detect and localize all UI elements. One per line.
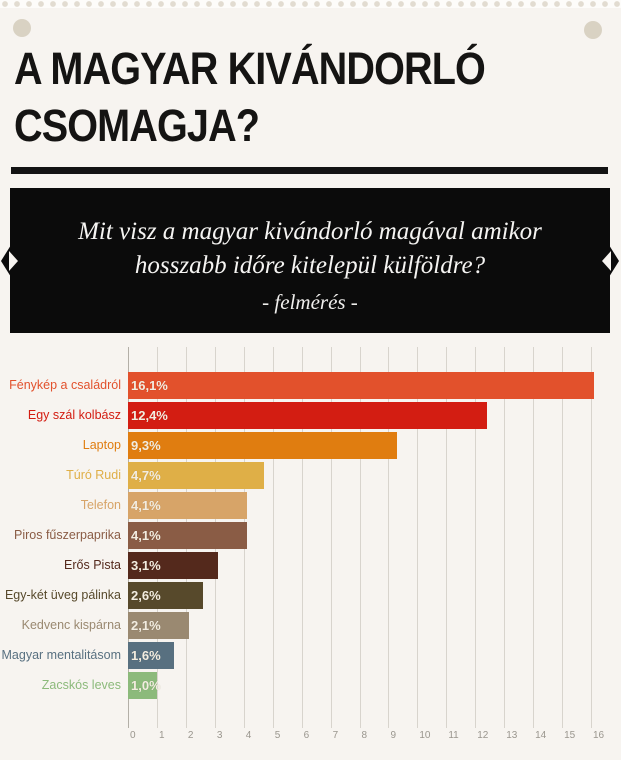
question-banner: Mit visz a magyar kivándorló magával ami… [1, 188, 619, 333]
category-label: Egy szál kolbász [27, 408, 121, 422]
chart-bar: 3,1% [128, 552, 218, 579]
ribbon-tail-right [609, 244, 619, 277]
gridline [272, 347, 274, 728]
ribbon-tail-left [1, 244, 11, 277]
bar-value-label: 3,1% [131, 558, 161, 573]
x-tick-label: 16 [593, 730, 605, 741]
bar-value-label: 2,1% [131, 618, 161, 633]
gridline [504, 347, 506, 728]
x-tick-label: 11 [448, 730, 459, 741]
x-tick-label: 2 [187, 730, 194, 741]
category-labels-column: Fénykép a családról Egy szál kolbász Lapto… [0, 347, 124, 728]
x-tick-label: 13 [506, 730, 518, 741]
banner-subtitle: - felmérés - [262, 290, 358, 314]
chart-bar: 4,1% [128, 522, 247, 549]
chart-bar: 4,7% [128, 462, 264, 489]
chart-bar: 12,4% [128, 402, 487, 429]
gridline [562, 347, 564, 728]
gridline [388, 347, 390, 728]
category-label: Magyar mentalitásom [1, 648, 122, 662]
gridline [475, 347, 477, 728]
chart-bar: 16,1% [128, 372, 594, 399]
x-tick-label: 9 [390, 730, 396, 741]
category-label: Zacskós leves [41, 678, 121, 692]
perforated-edge [0, 0, 621, 8]
category-label: Piros fűszerpaprika [14, 528, 121, 542]
bar-value-label: 1,0% [131, 678, 161, 693]
page-title-line1: A MAGYAR KIVÁNDORLÓ [14, 43, 486, 94]
page-title-line2: CSOMAGJA? [14, 100, 260, 151]
category-label: Telefon [80, 498, 121, 512]
x-tick-label: 12 [477, 730, 489, 741]
chart-bar: 4,1% [128, 492, 247, 519]
bar-value-label: 1,6% [131, 648, 161, 663]
x-axis-tick-labels: 0 1 2 3 4 5 6 7 8 9 10 11 12 13 14 15 16 [128, 730, 604, 744]
chart-bar: 1,0% [128, 672, 161, 699]
chart-bar: 1,6% [128, 642, 175, 669]
gridline [330, 347, 332, 728]
bar-value-label: 2,6% [131, 588, 161, 603]
chart-bar: 2,6% [128, 582, 204, 609]
category-label: Erős Pista [64, 558, 121, 572]
x-tick-label: 1 [158, 730, 165, 741]
title-underline-rule [11, 167, 608, 174]
x-tick-label: 3 [216, 730, 223, 741]
category-label: Fénykép a családról [9, 378, 121, 392]
x-tick-label: 4 [245, 730, 252, 741]
bar-value-label: 16,1% [131, 378, 168, 393]
x-tick-label: 8 [361, 730, 368, 741]
pin-hole-dot-right [584, 21, 602, 39]
x-tick-label: 5 [274, 730, 281, 741]
pin-hole-dot-left [13, 19, 31, 37]
category-label: Túró Rudi [66, 468, 121, 482]
banner-question-line2: hosszabb időre kitelepül külföldre? [134, 252, 486, 279]
x-tick-label: 14 [535, 730, 547, 741]
x-tick-label: 6 [303, 730, 310, 741]
x-tick-label: 7 [332, 730, 339, 741]
bar-value-label: 4,1% [131, 498, 161, 513]
gridline [417, 347, 419, 728]
bar-value-label: 4,7% [131, 468, 161, 483]
x-tick-label: 0 [130, 730, 136, 741]
chart-bar: 2,1% [128, 612, 189, 639]
banner-question-line1: Mit visz a magyar kivándorló magával ami… [78, 218, 542, 245]
bar-value-label: 4,1% [131, 528, 161, 543]
page-title: A MAGYAR KIVÁNDORLÓ CSOMAGJA? [14, 40, 486, 154]
x-tick-label: 15 [564, 730, 576, 741]
bar-value-label: 12,4% [131, 408, 168, 423]
gridline [359, 347, 361, 728]
bar-value-label: 9,3% [131, 438, 161, 453]
gridline [446, 347, 448, 728]
category-label: Egy-két üveg pálinka [4, 588, 121, 602]
gridline [533, 347, 535, 728]
plot-area: 16,1% 12,4% 9,3% 4,7% 4,1% 4,1% 3,1% 2,6% 2,1% 1,… [128, 347, 594, 728]
gridline [301, 347, 303, 728]
category-label: Laptop [82, 438, 121, 452]
chart-bar: 9,3% [128, 432, 398, 459]
x-tick-label: 10 [419, 730, 431, 741]
gridline [591, 347, 592, 728]
category-label: Kedvenc kispárna [21, 618, 121, 632]
ribbon-notch-right-icon [602, 250, 611, 271]
ribbon-notch-left-icon [9, 250, 18, 271]
